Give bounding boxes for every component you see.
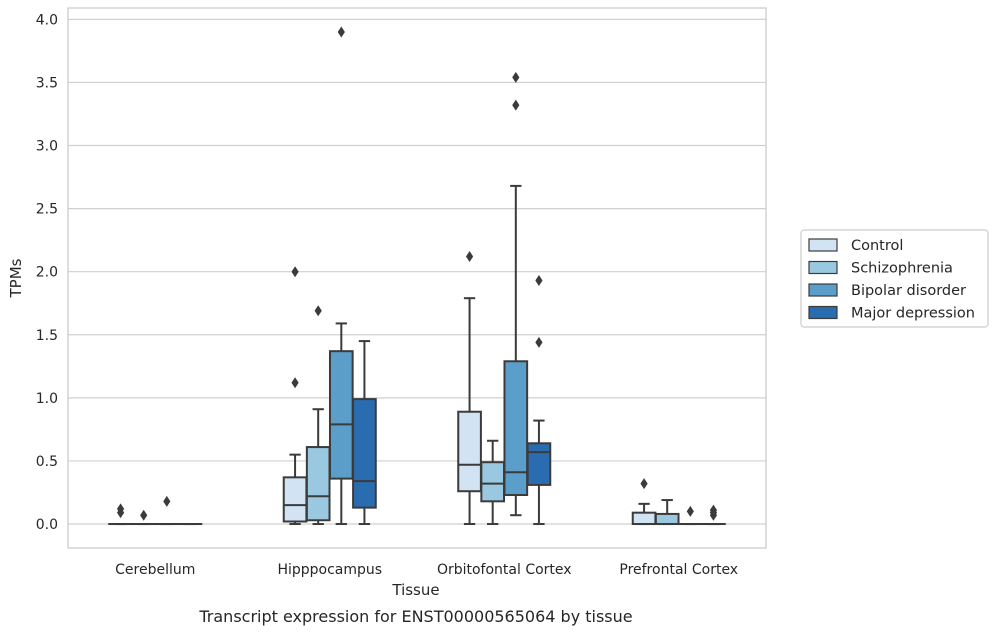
- box-control: [282, 266, 308, 526]
- box-control: [457, 251, 482, 526]
- chart-caption: Transcript expression for ENST0000056506…: [198, 607, 632, 626]
- box-bipolar-disorder: [328, 26, 354, 526]
- outlier-point: [535, 336, 543, 348]
- legend-label: Bipolar disorder: [851, 283, 966, 299]
- iqr-box: [631, 511, 657, 526]
- box-schizophrenia: [131, 509, 157, 526]
- box-control: [631, 478, 657, 526]
- box-bipolar-disorder: [154, 495, 180, 526]
- y-tick-label: 0.0: [36, 517, 58, 533]
- outlier-point: [512, 99, 520, 111]
- legend-item: Control: [808, 238, 903, 254]
- legend-frame: [800, 229, 989, 328]
- legend-swatch: [808, 260, 838, 275]
- iqr-box: [457, 410, 482, 493]
- gridlines: [68, 18, 766, 525]
- y-tick-label: 1.0: [36, 391, 58, 407]
- legend-swatch: [808, 238, 838, 252]
- y-axis-label: TPMs: [7, 258, 25, 298]
- plot-frame: [67, 7, 767, 549]
- box-control: [108, 503, 133, 526]
- box-bipolar-disorder: [503, 71, 529, 517]
- legend-swatch: [808, 305, 838, 320]
- axes: 0.0 0.5 1.0 1.5 2.0 2.5 3.0 3.5 4.0 Cerebellum Hip…: [36, 7, 767, 578]
- iqr-box: [480, 461, 506, 503]
- iqr-box: [282, 476, 308, 523]
- y-tick-label: 3.5: [36, 75, 58, 91]
- outlier-point: [686, 505, 694, 517]
- y-tick-label: 4.0: [36, 12, 58, 28]
- iqr-box: [503, 360, 529, 497]
- box-schizophrenia: [480, 439, 506, 526]
- outlier-point: [337, 26, 345, 38]
- x-axis-label: Tissue: [391, 581, 439, 599]
- outlier-point: [116, 503, 125, 515]
- y-tick-label: 0.5: [36, 454, 58, 470]
- outlier-point: [140, 509, 148, 521]
- box-major-depression: [352, 340, 377, 526]
- x-tick-label: Cerebellum: [115, 562, 195, 578]
- outlier-point: [709, 504, 718, 516]
- plot-area: [108, 26, 726, 526]
- outlier-point: [291, 377, 299, 389]
- iqr-box: [328, 350, 354, 480]
- iqr-box: [654, 512, 680, 526]
- y-tick-label: 2.5: [36, 202, 58, 218]
- outlier-point: [640, 478, 648, 490]
- x-tick-label: Prefrontal Cortex: [619, 562, 738, 578]
- y-tick-label: 3.0: [36, 139, 58, 155]
- legend-swatch: [808, 283, 838, 297]
- legend-item: Schizophrenia: [808, 260, 953, 277]
- y-tick-label: 2.0: [36, 265, 58, 281]
- x-tick-label: Hipppocampus: [277, 562, 382, 578]
- box-major-depression: [701, 504, 726, 526]
- legend-label: Control: [851, 238, 903, 254]
- x-tick-label: Orbitofontal Cortex: [437, 562, 572, 578]
- legend-label: Schizophrenia: [851, 261, 953, 277]
- y-tick-label: 1.5: [36, 328, 58, 344]
- iqr-box: [305, 446, 331, 522]
- outlier-point: [535, 275, 543, 287]
- legend-item: Bipolar disorder: [808, 283, 966, 299]
- box-bipolar-disorder: [677, 505, 703, 526]
- legend: Control Schizophrenia Bipolar disorder Majo…: [800, 229, 989, 328]
- outlier-point: [512, 71, 520, 83]
- legend-label: Major depression: [851, 306, 975, 322]
- legend-item: Major depression: [808, 305, 975, 322]
- iqr-box: [352, 398, 377, 509]
- box-major-depression: [526, 275, 552, 526]
- outlier-point: [465, 251, 474, 263]
- iqr-box: [526, 442, 552, 486]
- outlier-point: [291, 266, 299, 278]
- box-schizophrenia: [654, 499, 680, 526]
- outlier-point: [163, 495, 171, 507]
- outlier-point: [314, 305, 322, 317]
- box-schizophrenia: [305, 305, 331, 526]
